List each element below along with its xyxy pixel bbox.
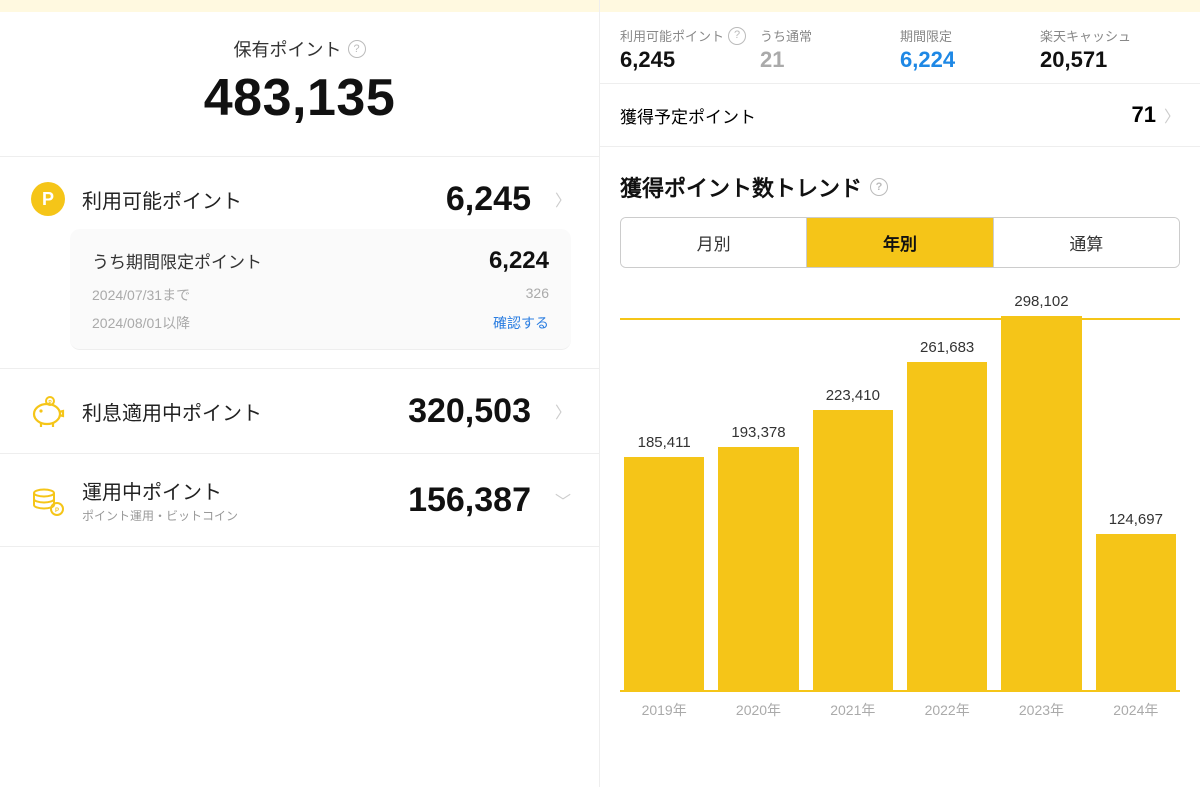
total-points-header: 保有ポイント ? 483,135: [0, 12, 599, 157]
xaxis-label: 2021年: [813, 700, 893, 720]
chart-xaxis: 2019年 2020年 2021年 2022年 2023年 2024年: [620, 692, 1180, 720]
limited-points-card: うち期間限定ポイント 6,224 2024/07/31まで 326 2024/0…: [70, 229, 571, 350]
limited-points-value: 6,224: [489, 247, 549, 275]
bar-2023年[interactable]: 298,102: [1001, 292, 1081, 690]
top-strip: [0, 0, 599, 12]
bar-rect: [718, 447, 798, 690]
segment-通算[interactable]: 通算: [993, 218, 1179, 267]
segment-年別[interactable]: 年別: [806, 218, 992, 267]
xaxis-label: 2024年: [1096, 700, 1176, 720]
invest-points-row[interactable]: P 運用中ポイント ポイント運用・ビットコイン 156,387 ﹀: [0, 454, 599, 547]
limited-points-title: うち期間限定ポイント: [92, 248, 262, 273]
metric-value: 6,224: [900, 47, 1040, 73]
xaxis-label: 2022年: [907, 700, 987, 720]
total-points-label-text: 保有ポイント: [234, 36, 342, 62]
help-icon[interactable]: ?: [348, 40, 366, 58]
chevron-right-icon: 〉: [1164, 103, 1180, 127]
bar-value-label: 261,683: [920, 339, 974, 356]
invest-points-sublabel: ポイント運用・ビットコイン: [82, 507, 394, 524]
coins-icon: P: [28, 480, 68, 520]
metrics-strip: 利用可能ポイント ? 6,245うち通常 21期間限定 6,224楽天キャッシュ 20,…: [600, 12, 1200, 84]
confirm-link[interactable]: 確認する: [493, 313, 549, 333]
top-strip: [600, 0, 1200, 12]
bar-2024年[interactable]: 124,697: [1096, 292, 1176, 690]
metric-期間限定: 期間限定 6,224: [900, 26, 1040, 73]
available-points-value: 6,245: [446, 180, 531, 219]
segment-月別[interactable]: 月別: [621, 218, 806, 267]
metric-楽天キャッシュ: 楽天キャッシュ 20,571: [1040, 26, 1180, 73]
chevron-right-icon: 〉: [555, 187, 571, 211]
bar-value-label: 223,410: [826, 387, 880, 404]
interest-points-row[interactable]: P 利息適用中ポイント 320,503 〉: [0, 369, 599, 454]
metric-label: うち通常: [760, 26, 900, 45]
bar-rect: [907, 362, 987, 690]
pending-points-row[interactable]: 獲得予定ポイント 71 〉: [600, 84, 1200, 147]
trend-chart: 185,411 193,378 223,410 261,683 298,102 124,6…: [600, 282, 1200, 720]
bar-2022年[interactable]: 261,683: [907, 292, 987, 690]
metric-label: 期間限定: [900, 26, 1040, 45]
total-points-value: 483,135: [0, 68, 599, 128]
interest-points-value: 320,503: [408, 392, 531, 431]
bar-2021年[interactable]: 223,410: [813, 292, 893, 690]
pending-points-label: 獲得予定ポイント: [620, 103, 756, 128]
bar-value-label: 193,378: [731, 424, 785, 441]
interest-points-label: 利息適用中ポイント: [82, 397, 394, 426]
available-points-label: 利用可能ポイント: [82, 185, 432, 214]
period-segment-control: 月別年別通算: [620, 217, 1180, 268]
bar-value-label: 124,697: [1109, 511, 1163, 528]
bar-value-label: 185,411: [638, 434, 691, 451]
xaxis-label: 2019年: [624, 700, 704, 720]
metric-label: 利用可能ポイント ?: [620, 26, 760, 45]
trend-title-text: 獲得ポイント数トレンド: [620, 171, 862, 203]
invest-points-value: 156,387: [408, 481, 531, 520]
points-summary-panel: 保有ポイント ? 483,135 P 利用可能ポイント 6,245 〉 うち期間…: [0, 0, 600, 787]
help-icon[interactable]: ?: [870, 178, 888, 196]
p-badge: P: [31, 182, 65, 216]
chevron-down-icon: ﹀: [555, 488, 571, 512]
trend-title: 獲得ポイント数トレンド ?: [600, 147, 1200, 217]
help-icon[interactable]: ?: [728, 27, 746, 45]
svg-text:P: P: [55, 508, 59, 514]
metric-value: 20,571: [1040, 47, 1180, 73]
limited-expiry-2-label: 2024/08/01以降: [92, 313, 190, 333]
available-points-row[interactable]: P 利用可能ポイント 6,245 〉: [0, 157, 599, 229]
metric-value: 6,245: [620, 47, 760, 73]
xaxis-label: 2020年: [718, 700, 798, 720]
chevron-right-icon: 〉: [555, 399, 571, 423]
bar-2020年[interactable]: 193,378: [718, 292, 798, 690]
bar-rect: [1001, 316, 1081, 690]
xaxis-label: 2023年: [1001, 700, 1081, 720]
bar-rect: [624, 457, 704, 690]
trend-panel: 利用可能ポイント ? 6,245うち通常 21期間限定 6,224楽天キャッシュ 20,…: [600, 0, 1200, 787]
invest-points-label: 運用中ポイント: [82, 476, 394, 505]
bar-rect: [1096, 534, 1176, 690]
bar-value-label: 298,102: [1014, 293, 1068, 310]
chart-max-line: [620, 318, 1180, 320]
bar-2019年[interactable]: 185,411: [624, 292, 704, 690]
p-badge-icon: P: [28, 179, 68, 219]
pending-points-value: 71: [1132, 102, 1156, 128]
metric-うち通常: うち通常 21: [760, 26, 900, 73]
metric-利用可能ポイント: 利用可能ポイント ? 6,245: [620, 26, 760, 73]
metric-label: 楽天キャッシュ: [1040, 26, 1180, 45]
limited-expiry-1-value: 326: [526, 285, 549, 305]
metric-value: 21: [760, 47, 900, 73]
limited-expiry-1-label: 2024/07/31まで: [92, 285, 190, 305]
total-points-label: 保有ポイント ?: [234, 36, 366, 62]
bar-rect: [813, 410, 893, 690]
piggy-bank-icon: P: [28, 391, 68, 431]
